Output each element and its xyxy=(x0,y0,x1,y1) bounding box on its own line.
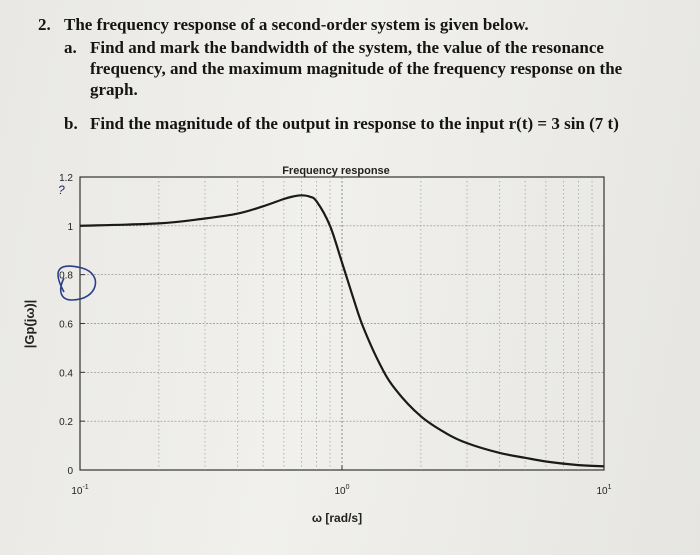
x-axis-label: ω [rad/s] xyxy=(312,511,362,525)
y-tick-label: 0.4 xyxy=(59,368,73,379)
y-tick-label: 0 xyxy=(67,466,73,477)
x-tick-label: 10-1 xyxy=(71,484,88,497)
x-tick-exponent: -1 xyxy=(82,484,88,491)
y-tick-label: 0.8 xyxy=(59,271,73,282)
part-b-letter: b. xyxy=(64,114,78,133)
part-a-letter: a. xyxy=(64,38,77,57)
x-tick-exponent: 0 xyxy=(346,484,350,491)
y-axis-label: |Gp(jω)| xyxy=(22,300,37,349)
part-a-text: Find and mark the bandwidth of the syste… xyxy=(90,38,623,99)
grid-layer xyxy=(79,176,605,471)
x-tick-base: 10 xyxy=(71,486,83,497)
problem-number: 2. xyxy=(38,15,51,34)
x-tick-label: 101 xyxy=(596,484,611,497)
x-tick-base: 10 xyxy=(334,486,346,497)
y-tick-label: 1 xyxy=(67,222,73,233)
curve-layer xyxy=(79,194,605,468)
x-tick-exponent: 1 xyxy=(608,484,612,491)
part-b-text: Find the magnitude of the output in resp… xyxy=(90,114,619,133)
frequency-response-chart: Frequency response |Gp(jω)| ω [rad/s] 0 0… xyxy=(22,165,612,525)
problem-stem: The frequency response of a second-order… xyxy=(64,15,529,34)
tick-layer: 00.20.40.60.811.210-1 100 101 xyxy=(59,173,612,497)
y-tick-label: 0.6 xyxy=(59,320,73,331)
chart-title: Frequency response xyxy=(282,165,390,177)
x-tick-label: 100 xyxy=(334,484,349,497)
annotation-layer: ? xyxy=(57,183,97,301)
y-tick-label: 0.2 xyxy=(59,417,73,428)
chart-container: Frequency response |Gp(jω)| ω [rad/s] 0 0… xyxy=(0,150,700,550)
y-tick-label: 1.2 xyxy=(59,173,73,184)
handwritten-loop xyxy=(57,265,97,301)
handwritten-question-mark: ? xyxy=(58,183,65,197)
x-tick-base: 10 xyxy=(596,486,608,497)
frequency-response-curve xyxy=(79,194,605,468)
